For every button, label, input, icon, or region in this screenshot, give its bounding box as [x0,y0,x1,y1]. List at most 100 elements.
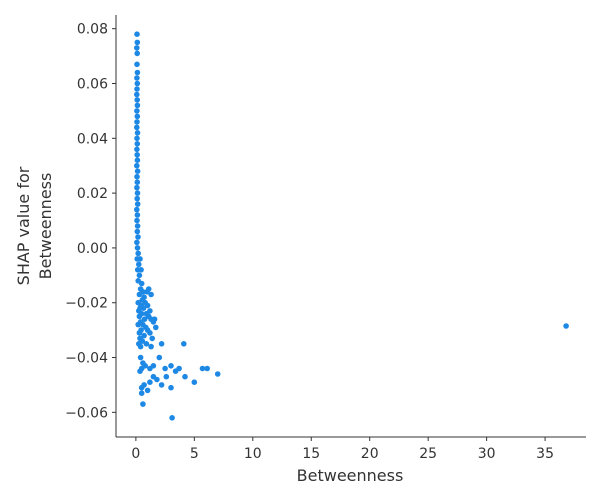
data-point [134,162,140,169]
data-point [136,291,143,298]
x-tick-label: 5 [190,446,199,462]
y-tick-label: −0.06 [65,405,108,421]
data-point [169,415,175,421]
data-point [137,354,144,361]
data-point [150,373,157,380]
data-point [181,341,187,347]
data-point [134,173,140,180]
data-point [140,401,146,407]
y-ticks: −0.06 −0.04 −0.02 0.00 0.02 0.04 0.06 0.08 [65,22,116,421]
y-tick-label: −0.04 [65,351,108,367]
data-point [135,250,141,257]
data-point [134,31,140,37]
data-point [134,80,141,87]
data-points [134,31,569,421]
data-point [158,341,165,347]
data-point [147,379,153,386]
data-point [148,343,154,350]
data-point [191,379,198,386]
data-point [135,234,141,240]
data-point [134,45,140,51]
axes [115,15,586,438]
data-point [134,206,140,213]
data-point [134,86,140,92]
data-point [138,390,145,397]
x-tick-label: 30 [478,446,496,462]
data-point [162,365,168,372]
data-point [141,316,148,323]
data-point [134,113,141,120]
data-point [168,363,174,369]
y-axis-title-line-2: Betweenness [36,173,55,280]
data-point [134,195,140,202]
data-point [134,91,140,98]
data-point [199,365,206,372]
data-point [153,324,159,331]
y-tick-label: 0.00 [77,241,108,257]
data-point [134,135,140,142]
data-point [134,102,141,109]
data-point [136,261,142,268]
data-point [134,179,141,185]
data-point [138,267,144,273]
data-point [163,373,170,380]
data-point [134,108,140,114]
data-point [134,146,140,153]
data-point [144,289,150,295]
x-tick-label: 20 [361,446,379,462]
data-point [143,341,150,347]
data-point [147,330,153,336]
data-point [148,291,154,298]
data-point [134,75,140,81]
data-point [149,335,155,342]
data-point [136,313,143,320]
data-point [134,97,140,103]
data-point [136,330,143,336]
data-point [204,365,210,372]
y-axis-title: SHAP value for Betweenness [14,166,55,285]
data-point [134,228,141,235]
data-point [134,50,140,57]
data-point [156,354,163,361]
x-ticks: 0 5 10 15 20 25 30 35 [131,437,554,462]
x-tick-label: 25 [419,446,437,462]
data-point [138,384,145,391]
data-point [134,69,141,76]
x-tick-label: 0 [131,446,140,462]
data-point [134,130,141,136]
x-tick-label: 35 [536,446,554,462]
data-point [144,387,151,394]
x-tick-label: 10 [244,446,262,462]
data-point [134,168,141,174]
data-point [134,119,140,125]
data-point [134,245,141,251]
data-point [134,217,140,224]
data-point [134,212,141,218]
data-point [168,384,174,391]
data-point [140,305,147,312]
y-tick-label: 0.08 [77,22,108,38]
data-point [150,363,157,369]
data-point [137,343,144,350]
data-point [158,382,165,388]
data-point [134,239,140,246]
data-point [134,184,140,191]
data-point [214,371,221,377]
data-point [137,368,143,375]
x-tick-label: 15 [302,446,320,462]
data-point [563,323,569,329]
y-tick-label: 0.04 [77,131,108,147]
y-tick-label: −0.02 [65,296,108,312]
data-point [134,190,141,196]
data-point [151,316,158,323]
y-axis-title-line-1: SHAP value for [14,166,33,285]
data-point [134,223,141,229]
data-point [134,152,140,158]
y-tick-label: 0.06 [77,77,108,93]
data-point [134,61,140,68]
x-axis-title: Betweenness [297,466,404,485]
data-point [144,302,151,309]
data-point [136,272,143,279]
data-point [134,39,141,46]
